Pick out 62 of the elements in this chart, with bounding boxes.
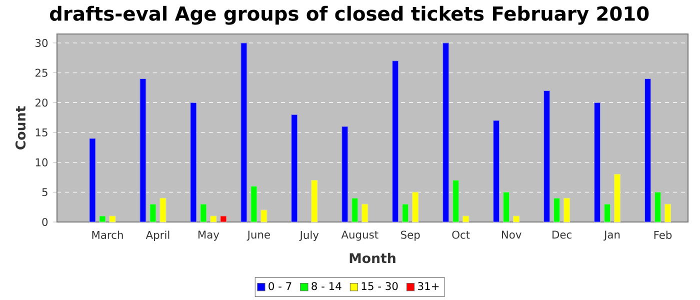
bar <box>250 186 258 222</box>
bar <box>644 78 652 222</box>
x-tick-label: Feb <box>654 230 672 239</box>
bar <box>99 216 106 222</box>
bar <box>554 198 560 222</box>
x-tick-label: Dec <box>552 230 572 239</box>
bar <box>654 192 662 222</box>
bar <box>342 126 348 222</box>
y-tick-label: 20 <box>35 98 48 107</box>
x-axis-title: Month <box>350 252 396 264</box>
bar <box>89 138 96 222</box>
bar <box>503 192 510 222</box>
bar <box>210 216 217 222</box>
bar <box>352 198 358 222</box>
bar <box>392 60 399 222</box>
y-tick-label: 10 <box>36 158 48 166</box>
x-tick-label: May <box>198 230 220 241</box>
bar <box>452 180 460 222</box>
bar <box>291 114 298 222</box>
bar <box>160 198 166 222</box>
bar <box>462 216 470 222</box>
bar <box>544 90 550 222</box>
bar <box>664 204 672 222</box>
bar <box>604 204 611 222</box>
bar <box>220 216 227 222</box>
x-tick-label: Oct <box>452 230 470 239</box>
bar <box>109 216 116 222</box>
x-tick-label: Nov <box>502 230 522 239</box>
bar <box>412 192 419 222</box>
x-tick-label: June <box>246 230 270 241</box>
legend-label: 8 - 14 <box>312 282 342 290</box>
bar <box>513 216 520 222</box>
x-tick-label: April <box>146 230 170 242</box>
bar <box>260 210 268 222</box>
legend-label: 15 - 30 <box>362 282 398 290</box>
y-tick-label: 30 <box>36 38 48 47</box>
bar <box>362 204 368 222</box>
legend-label: 31+ <box>418 282 439 290</box>
bar <box>200 204 207 222</box>
x-tick-label: Jan <box>604 230 620 241</box>
x-tick-label: Sep <box>401 230 420 241</box>
y-tick-label: 25 <box>35 68 48 77</box>
bar <box>190 102 197 222</box>
bar <box>564 198 570 222</box>
x-tick-label: August <box>341 230 378 241</box>
bar <box>311 180 318 222</box>
y-axis-title: Count <box>15 106 26 150</box>
bar <box>402 204 409 222</box>
bar <box>140 78 146 222</box>
x-tick-label: July <box>299 230 319 242</box>
bar <box>594 102 601 222</box>
bar <box>493 120 500 222</box>
y-tick-label: 0 <box>42 218 48 226</box>
chart-title: drafts-eval Age groups of closed tickets February 2010 <box>50 6 649 25</box>
bar <box>240 42 248 222</box>
y-tick-label: 5 <box>42 188 48 196</box>
x-tick-label: March <box>92 230 123 239</box>
bar <box>442 42 450 222</box>
y-tick-label: 15 <box>36 128 48 136</box>
legend-label: 0 - 7 <box>268 282 292 290</box>
bar <box>150 204 156 222</box>
bar <box>614 174 621 222</box>
